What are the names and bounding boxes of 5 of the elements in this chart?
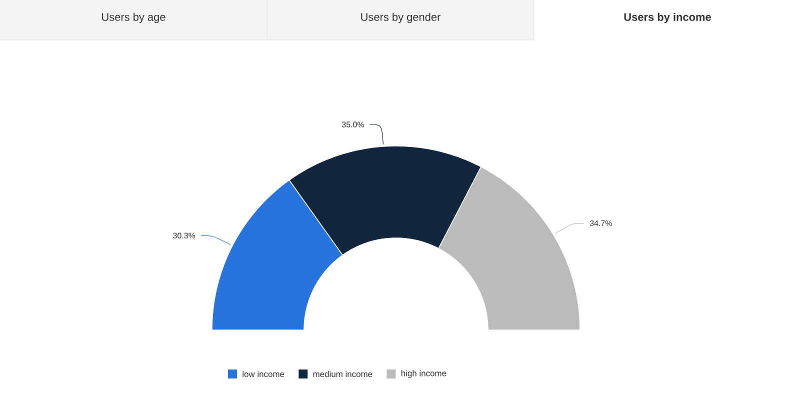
legend-label: low income <box>242 370 284 378</box>
legend-label: medium income <box>313 370 372 378</box>
legend-label: high income <box>401 370 446 378</box>
text: Users by income <box>624 12 711 24</box>
text: Users by gender <box>361 12 441 24</box>
